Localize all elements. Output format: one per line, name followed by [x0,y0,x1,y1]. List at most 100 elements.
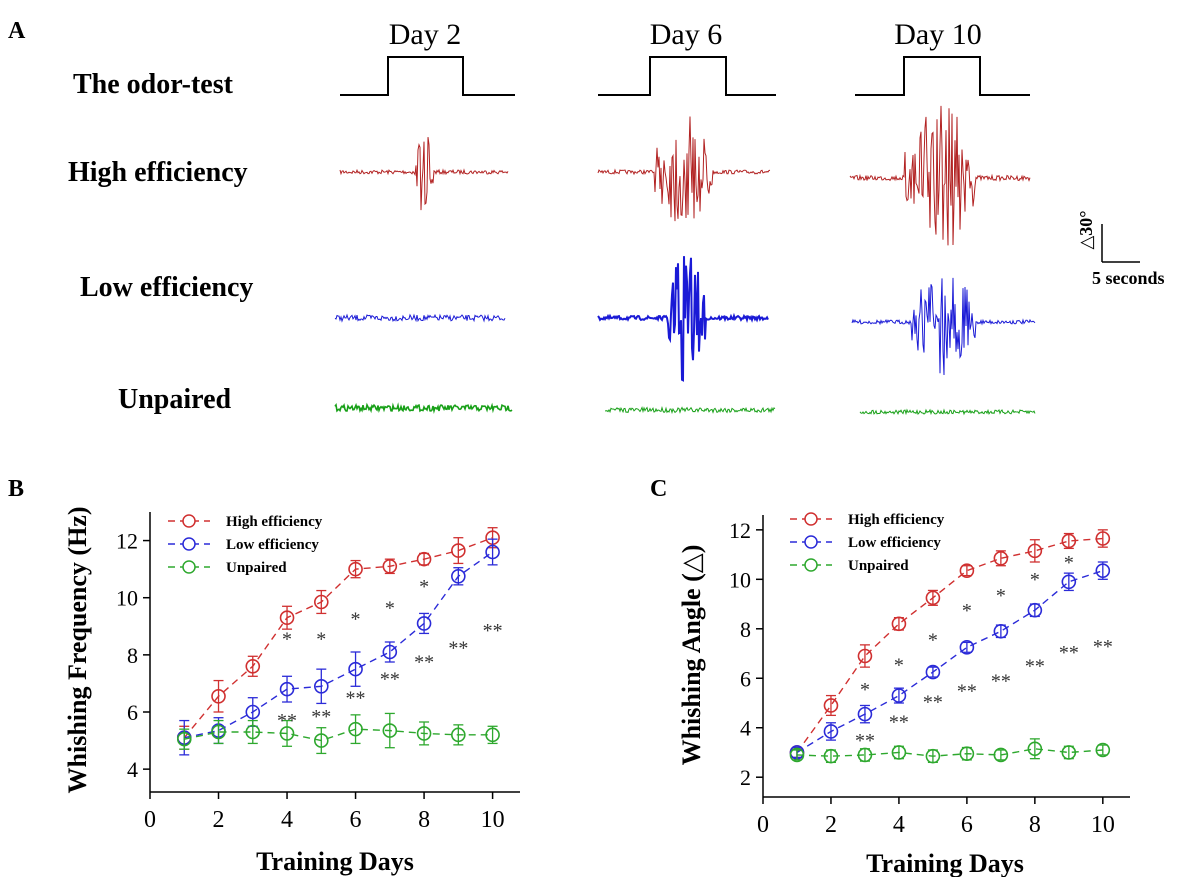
significance-marker: ** [991,671,1011,693]
significance-marker: ** [1059,642,1079,664]
data-point [993,550,1009,566]
legend: High efficiency Low efficiency Unpaired [168,514,323,576]
data-point [925,590,941,606]
x-axis-label-b: Training Days [256,847,414,876]
significance-marker: * [419,576,429,598]
significance-marker: ** [855,730,875,752]
data-point [1095,742,1111,758]
data-point [416,616,432,631]
scale-bar-time-label: 5 seconds [1092,268,1165,288]
legend-label: High efficiency [848,512,945,528]
data-point [348,561,363,577]
legend-marker [804,535,818,549]
significance-marker: ** [923,692,943,714]
legend-label: Low efficiency [848,535,941,551]
panel-letter-b: B [8,476,24,502]
series-line [183,537,493,739]
data-point [245,658,261,674]
y-tick-label: 8 [127,643,138,668]
panel-b-chart: B Training Days Whishing Frequency (Hz) … [8,476,520,876]
data-point [857,706,873,722]
x-tick-label: 4 [281,807,293,833]
data-point [1027,602,1043,618]
data-point [891,745,907,760]
row-label-high-efficiency: High efficiency [68,157,248,188]
data-point [211,724,226,740]
data-point [451,727,466,743]
day-label-6: Day 6 [650,18,722,51]
significance-marker: ** [311,706,331,728]
trace-unpaired-day6 [605,406,776,415]
data-point [279,610,295,626]
significance-marker: * [1030,569,1040,591]
series-line [796,537,1103,753]
legend-label: Unpaired [848,558,909,574]
significance-marker: ** [889,711,909,733]
data-point [1027,543,1043,559]
data-point [416,726,432,741]
data-point [857,648,873,664]
significance-marker: * [996,585,1006,607]
scale-bar: △30° 5 seconds [1076,210,1165,288]
data-point [1027,741,1043,757]
day-label-10: Day 10 [894,18,981,51]
data-point [891,616,907,632]
x-tick-label: 4 [893,812,905,838]
data-point [416,551,432,567]
x-tick-label: 2 [825,812,837,838]
significance-marker: ** [346,687,366,709]
odor-trace-day10 [855,56,1030,96]
y-tick-label: 6 [127,700,138,725]
legend-label: High efficiency [226,514,323,530]
data-point [1095,531,1111,546]
data-point [485,727,500,743]
data-point [1095,563,1111,578]
significance-marker: * [385,597,395,619]
data-point [959,746,975,762]
trace-high-day10 [849,105,1031,246]
legend-marker [804,512,818,526]
significance-marker: * [894,654,904,676]
data-point [993,747,1009,763]
series-line [796,569,1104,754]
x-tick-label: 0 [757,812,769,838]
data-point [485,544,500,560]
y-tick-label: 6 [740,666,751,691]
legend-marker [804,558,818,572]
y-tick-label: 2 [740,765,751,790]
data-point [382,644,398,660]
significance-marker: ** [1025,656,1045,678]
data-point [1061,574,1077,590]
legend-marker [182,560,196,574]
significance-marker: ** [957,680,977,702]
data-point [451,568,466,584]
data-point [348,661,363,677]
series-line [796,748,1103,757]
legend-label: Low efficiency [226,537,319,553]
significance-marker: * [928,630,938,652]
data-point [382,723,398,738]
row-label-odor-test: The odor-test [73,69,234,100]
x-axis-label-c: Training Days [866,849,1024,877]
legend-label: Unpaired [226,560,287,576]
data-point [857,747,873,763]
x-tick-label: 6 [961,812,973,838]
data-point [279,726,295,741]
y-axis-label-c: Whishing Angle (△) [677,545,706,766]
data-point [789,747,805,763]
day-label-2: Day 2 [389,18,461,51]
trace-low-day6 [597,256,769,382]
data-point [1061,533,1077,549]
data-point [959,563,975,578]
x-tick-label: 0 [144,807,156,833]
data-point [993,623,1009,639]
x-tick-label: 6 [350,807,362,833]
legend: High efficiency Low efficiency Unpaired [790,512,945,574]
significance-marker: * [351,609,361,631]
y-tick-label: 12 [729,518,751,543]
trace-low-day2 [334,313,506,323]
trace-high-day6 [597,116,771,222]
data-point [823,724,839,739]
